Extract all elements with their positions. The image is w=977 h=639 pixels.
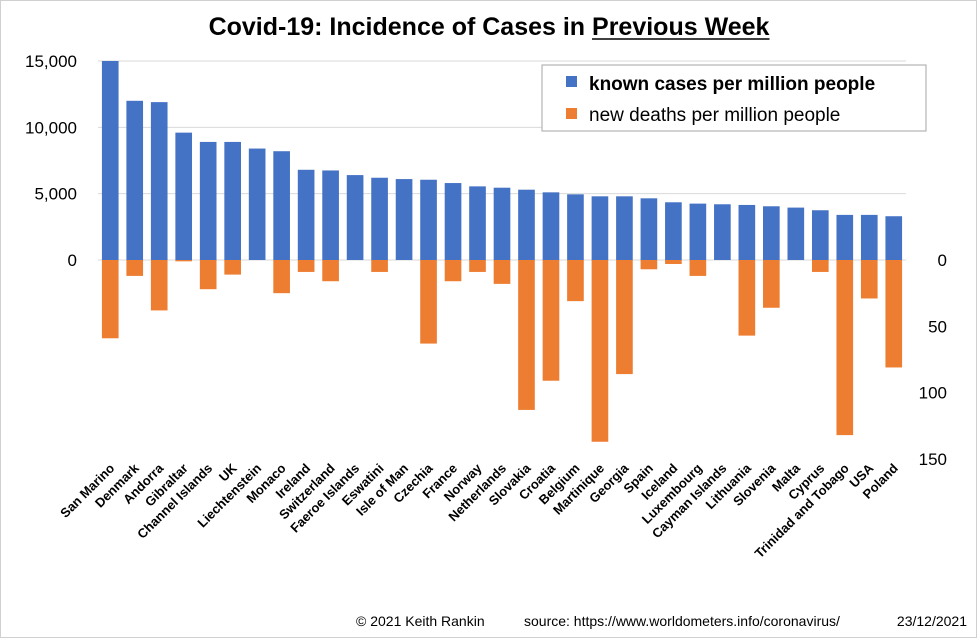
- bar-cases: [493, 187, 511, 260]
- bar-deaths: [811, 260, 829, 272]
- left-axis: 0 5,000 10,000 15,000: [25, 52, 77, 270]
- bar-deaths: [493, 260, 511, 284]
- bar-deaths: [763, 260, 780, 308]
- bar-deaths: [542, 260, 560, 381]
- bar-deaths: [689, 260, 707, 276]
- bar-deaths: [199, 260, 217, 290]
- bars: [101, 61, 903, 442]
- bar-deaths: [371, 260, 388, 272]
- right-axis: 0 50 100 150: [919, 251, 947, 469]
- bar-deaths: [836, 260, 854, 436]
- footer-copyright: © 2021 Keith Rankin: [356, 613, 485, 629]
- bar-cases: [787, 207, 805, 260]
- bar-deaths: [860, 260, 878, 299]
- bar-cases: [371, 177, 388, 260]
- bar-cases: [273, 151, 290, 260]
- right-tick-label: 150: [919, 450, 947, 469]
- bar-deaths: [738, 260, 756, 336]
- legend: known cases per million people new death…: [541, 64, 927, 132]
- bar-cases: [346, 175, 364, 260]
- bar-cases: [738, 204, 756, 260]
- bar-cases: [640, 198, 658, 260]
- category-labels: San MarinoDenmarkAndorraGibraltarChannel…: [57, 460, 901, 561]
- footer-date: 23/12/2021: [897, 613, 967, 629]
- bar-cases: [836, 214, 854, 260]
- bar-cases: [811, 210, 829, 260]
- bar-cases: [763, 206, 780, 260]
- bar-cases: [150, 102, 168, 260]
- bar-cases: [542, 192, 560, 260]
- bar-deaths: [567, 260, 584, 302]
- bar-deaths: [150, 260, 168, 311]
- bar-cases: [248, 148, 266, 260]
- title-emphasis: Previous Week: [592, 13, 770, 41]
- footer-source: source: https://www.worldometers.info/co…: [524, 613, 840, 629]
- bar-deaths: [322, 260, 339, 282]
- bar-cases: [885, 216, 903, 260]
- bar-cases: [126, 100, 144, 260]
- bar-deaths: [175, 260, 193, 262]
- bar-deaths: [297, 260, 315, 272]
- bar-cases: [444, 183, 462, 260]
- right-tick-label: 100: [919, 384, 947, 403]
- bar-deaths: [101, 260, 119, 339]
- legend-swatch-cases: [566, 76, 577, 87]
- bar-cases: [616, 196, 633, 260]
- bar-deaths: [640, 260, 658, 270]
- bar-cases: [665, 202, 682, 260]
- bar-cases: [567, 194, 584, 260]
- bar-cases: [689, 203, 707, 260]
- legend-swatch-deaths: [566, 108, 577, 119]
- bar-cases: [395, 179, 413, 260]
- bar-deaths: [224, 260, 241, 275]
- title-prefix: Covid-19: Incidence of Cases in: [209, 13, 592, 41]
- legend-box: [541, 64, 927, 132]
- bar-cases: [101, 61, 119, 260]
- bar-deaths: [591, 260, 609, 442]
- bar-cases: [199, 141, 217, 260]
- bar-deaths: [665, 260, 682, 264]
- chart-title: Covid-19: Incidence of Cases in Previous…: [209, 13, 770, 41]
- right-tick-label: 50: [928, 317, 947, 336]
- left-tick-label: 0: [68, 251, 77, 270]
- bar-deaths: [469, 260, 486, 272]
- bar-cases: [518, 189, 535, 260]
- legend-label-cases: known cases per million people: [589, 74, 875, 95]
- bar-cases: [714, 204, 731, 260]
- bar-cases: [469, 186, 486, 260]
- left-tick-label: 15,000: [25, 52, 77, 71]
- bar-deaths: [885, 260, 903, 368]
- bar-deaths: [420, 260, 437, 344]
- bar-deaths: [616, 260, 633, 375]
- bar-cases: [224, 141, 241, 260]
- bar-deaths: [518, 260, 535, 410]
- bar-deaths: [273, 260, 290, 294]
- bar-deaths: [444, 260, 462, 282]
- bar-cases: [322, 170, 339, 260]
- legend-label-deaths: new deaths per million people: [589, 105, 840, 126]
- left-tick-label: 10,000: [25, 118, 77, 137]
- bar-deaths: [126, 260, 144, 276]
- bar-cases: [860, 214, 878, 260]
- left-tick-label: 5,000: [34, 185, 77, 204]
- bar-cases: [297, 169, 315, 260]
- bar-cases: [175, 132, 193, 260]
- right-tick-label: 0: [938, 251, 947, 270]
- bar-cases: [420, 179, 437, 260]
- bar-cases: [591, 196, 609, 260]
